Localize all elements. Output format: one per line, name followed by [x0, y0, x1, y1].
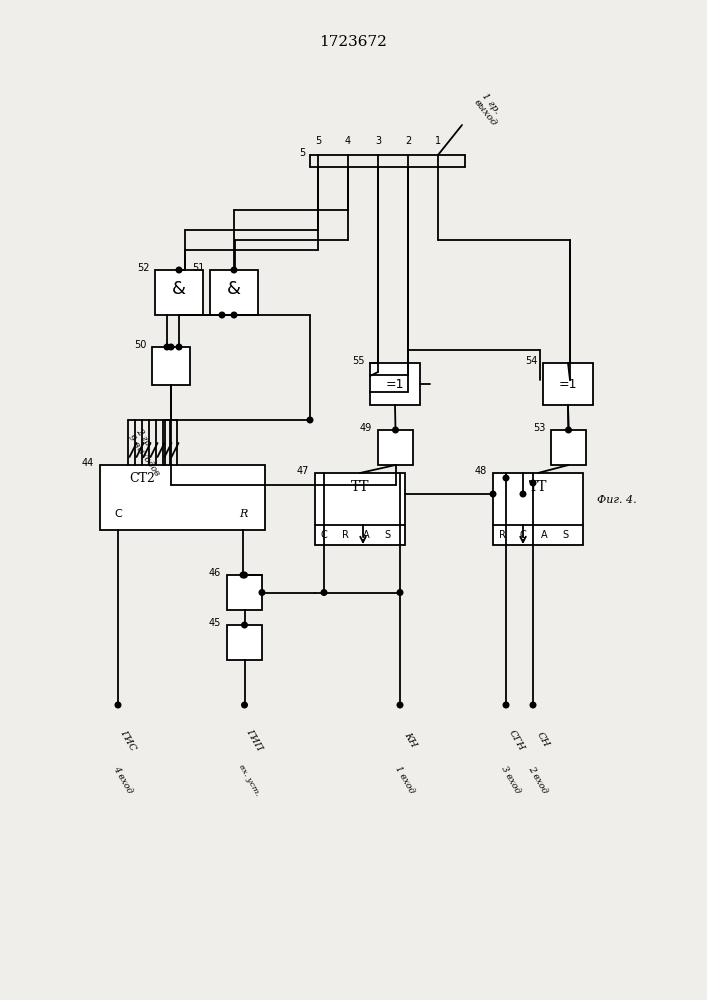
Text: 46: 46: [209, 568, 221, 578]
Text: R: R: [341, 530, 349, 540]
Circle shape: [115, 702, 121, 708]
Bar: [551, 430, 586, 465]
Text: S: S: [384, 530, 390, 540]
Circle shape: [530, 480, 536, 486]
Circle shape: [321, 590, 327, 595]
Text: &: &: [172, 280, 186, 298]
Circle shape: [168, 344, 174, 350]
Text: 3: 3: [375, 136, 381, 146]
Circle shape: [308, 417, 312, 423]
Circle shape: [503, 702, 509, 708]
Bar: [227, 575, 262, 610]
Text: 1 вход: 1 вход: [394, 765, 416, 795]
Circle shape: [503, 475, 509, 481]
Text: 2 гр.
9 выходов: 2 гр. 9 выходов: [126, 427, 170, 477]
Bar: [100, 465, 265, 530]
Circle shape: [397, 702, 403, 708]
Text: 49: 49: [360, 423, 372, 433]
Text: 5: 5: [299, 148, 305, 158]
Text: R: R: [239, 509, 247, 519]
Text: 1: 1: [435, 136, 441, 146]
Text: =1: =1: [386, 377, 404, 390]
Text: 48: 48: [475, 466, 487, 476]
Circle shape: [242, 572, 247, 578]
Circle shape: [392, 427, 398, 433]
Bar: [543, 363, 593, 405]
Text: 5: 5: [315, 136, 321, 146]
Text: 44: 44: [82, 458, 94, 468]
Circle shape: [530, 702, 536, 708]
Text: 51: 51: [192, 263, 204, 273]
Circle shape: [259, 590, 265, 595]
Text: 1 гр.
выход: 1 гр. выход: [472, 92, 506, 128]
Circle shape: [176, 344, 182, 350]
Text: А: А: [363, 530, 369, 540]
Circle shape: [219, 312, 225, 318]
Text: ТТ: ТТ: [529, 480, 547, 494]
Circle shape: [231, 312, 237, 318]
Text: &: &: [227, 280, 241, 298]
Bar: [378, 430, 413, 465]
Text: 54: 54: [525, 356, 537, 366]
Text: СГН: СГН: [506, 728, 525, 752]
Text: СТ2: СТ2: [129, 473, 155, 486]
Circle shape: [176, 267, 182, 273]
Bar: [493, 473, 583, 545]
Bar: [315, 473, 405, 545]
Text: ГИП: ГИП: [245, 728, 264, 752]
Text: 52: 52: [136, 263, 149, 273]
Text: А: А: [541, 530, 547, 540]
Text: вх. уст.: вх. уст.: [238, 763, 262, 797]
Text: R: R: [498, 530, 506, 540]
Circle shape: [397, 590, 403, 595]
Circle shape: [164, 344, 170, 350]
Text: С: С: [520, 530, 527, 540]
Bar: [155, 270, 203, 315]
Bar: [152, 347, 190, 385]
Circle shape: [490, 491, 496, 497]
Text: S: S: [562, 530, 568, 540]
Text: С: С: [114, 509, 122, 519]
Text: 3 вход: 3 вход: [500, 765, 522, 795]
Circle shape: [566, 427, 571, 433]
Bar: [227, 625, 262, 660]
Circle shape: [520, 491, 526, 497]
Text: 47: 47: [297, 466, 309, 476]
Circle shape: [242, 702, 247, 708]
Circle shape: [240, 572, 246, 578]
Text: 4: 4: [345, 136, 351, 146]
Bar: [370, 363, 420, 405]
Text: 2 вход: 2 вход: [527, 765, 549, 795]
Text: ГИС: ГИС: [119, 728, 138, 752]
Text: =1: =1: [559, 377, 577, 390]
Text: Фиг. 4.: Фиг. 4.: [597, 495, 637, 505]
Text: С: С: [321, 530, 327, 540]
Text: 55: 55: [352, 356, 364, 366]
Bar: [210, 270, 258, 315]
Text: 4 вход: 4 вход: [112, 765, 134, 795]
Circle shape: [242, 622, 247, 628]
Text: КН: КН: [402, 731, 418, 749]
Text: ТТ: ТТ: [351, 480, 369, 494]
Circle shape: [231, 267, 237, 273]
Text: 45: 45: [209, 618, 221, 628]
Text: 53: 53: [533, 423, 545, 433]
Text: СН: СН: [535, 731, 551, 749]
Text: 2: 2: [405, 136, 411, 146]
Text: 1723672: 1723672: [319, 35, 387, 49]
Text: 50: 50: [134, 340, 146, 350]
